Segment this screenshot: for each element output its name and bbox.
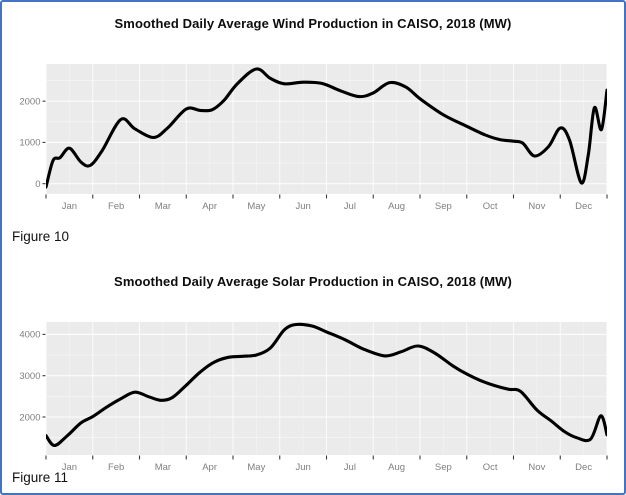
x-tick-label: Nov (528, 201, 545, 212)
figure-11-caption: Figure 11 (12, 470, 69, 485)
y-tick-label: 2000 (19, 412, 40, 423)
solar-chart: 2000 3000 4000 Jan Feb Mar Apr May Jun Jul Aug Sep O… (19, 322, 608, 473)
y-tick-label: 2000 (19, 96, 40, 107)
trend-line (46, 322, 607, 448)
x-tick-label: Jul (344, 201, 356, 212)
x-tick-label: Dec (575, 462, 592, 473)
y-tick-label: 4000 (19, 330, 40, 341)
x-tick-label: Mar (155, 201, 171, 212)
x-tick-label: May (247, 462, 265, 473)
x-tick-label: Jun (295, 462, 310, 473)
x-tick-label: Feb (108, 201, 124, 212)
x-tick-label: Jan (62, 462, 77, 473)
solar-chart-title: Smoothed Daily Average Solar Production … (114, 274, 512, 289)
x-tick-label: Oct (483, 462, 498, 473)
wind-chart: 0 1000 2000 Jan Feb Mar Apr May Jun Jul Aug Sep Oct N… (19, 64, 608, 212)
x-tick-label: Aug (388, 201, 405, 212)
x-tick-label: Jul (344, 462, 356, 473)
figure-10-caption: Figure 10 (12, 229, 70, 244)
x-tick-label: Apr (202, 201, 217, 212)
trend-line (46, 67, 607, 189)
x-tick-label: Sep (435, 462, 452, 473)
x-tick-label: Mar (155, 462, 171, 473)
x-tick-label: Feb (108, 462, 124, 473)
y-tick-label: 1000 (19, 138, 40, 149)
x-tick-label: May (247, 201, 265, 212)
x-tick-label: Jan (62, 201, 77, 212)
x-tick-label: Apr (202, 462, 217, 473)
x-tick-label: Oct (483, 201, 498, 212)
y-tick-label: 0 (35, 179, 40, 190)
x-tick-label: Dec (575, 201, 592, 212)
x-tick-label: Sep (435, 201, 452, 212)
x-tick-label: Nov (528, 462, 545, 473)
wind-chart-title: Smoothed Daily Average Wind Production i… (114, 16, 512, 31)
x-tick-label: Aug (388, 462, 405, 473)
x-tick-label: Jun (295, 201, 310, 212)
y-tick-label: 3000 (19, 371, 40, 382)
